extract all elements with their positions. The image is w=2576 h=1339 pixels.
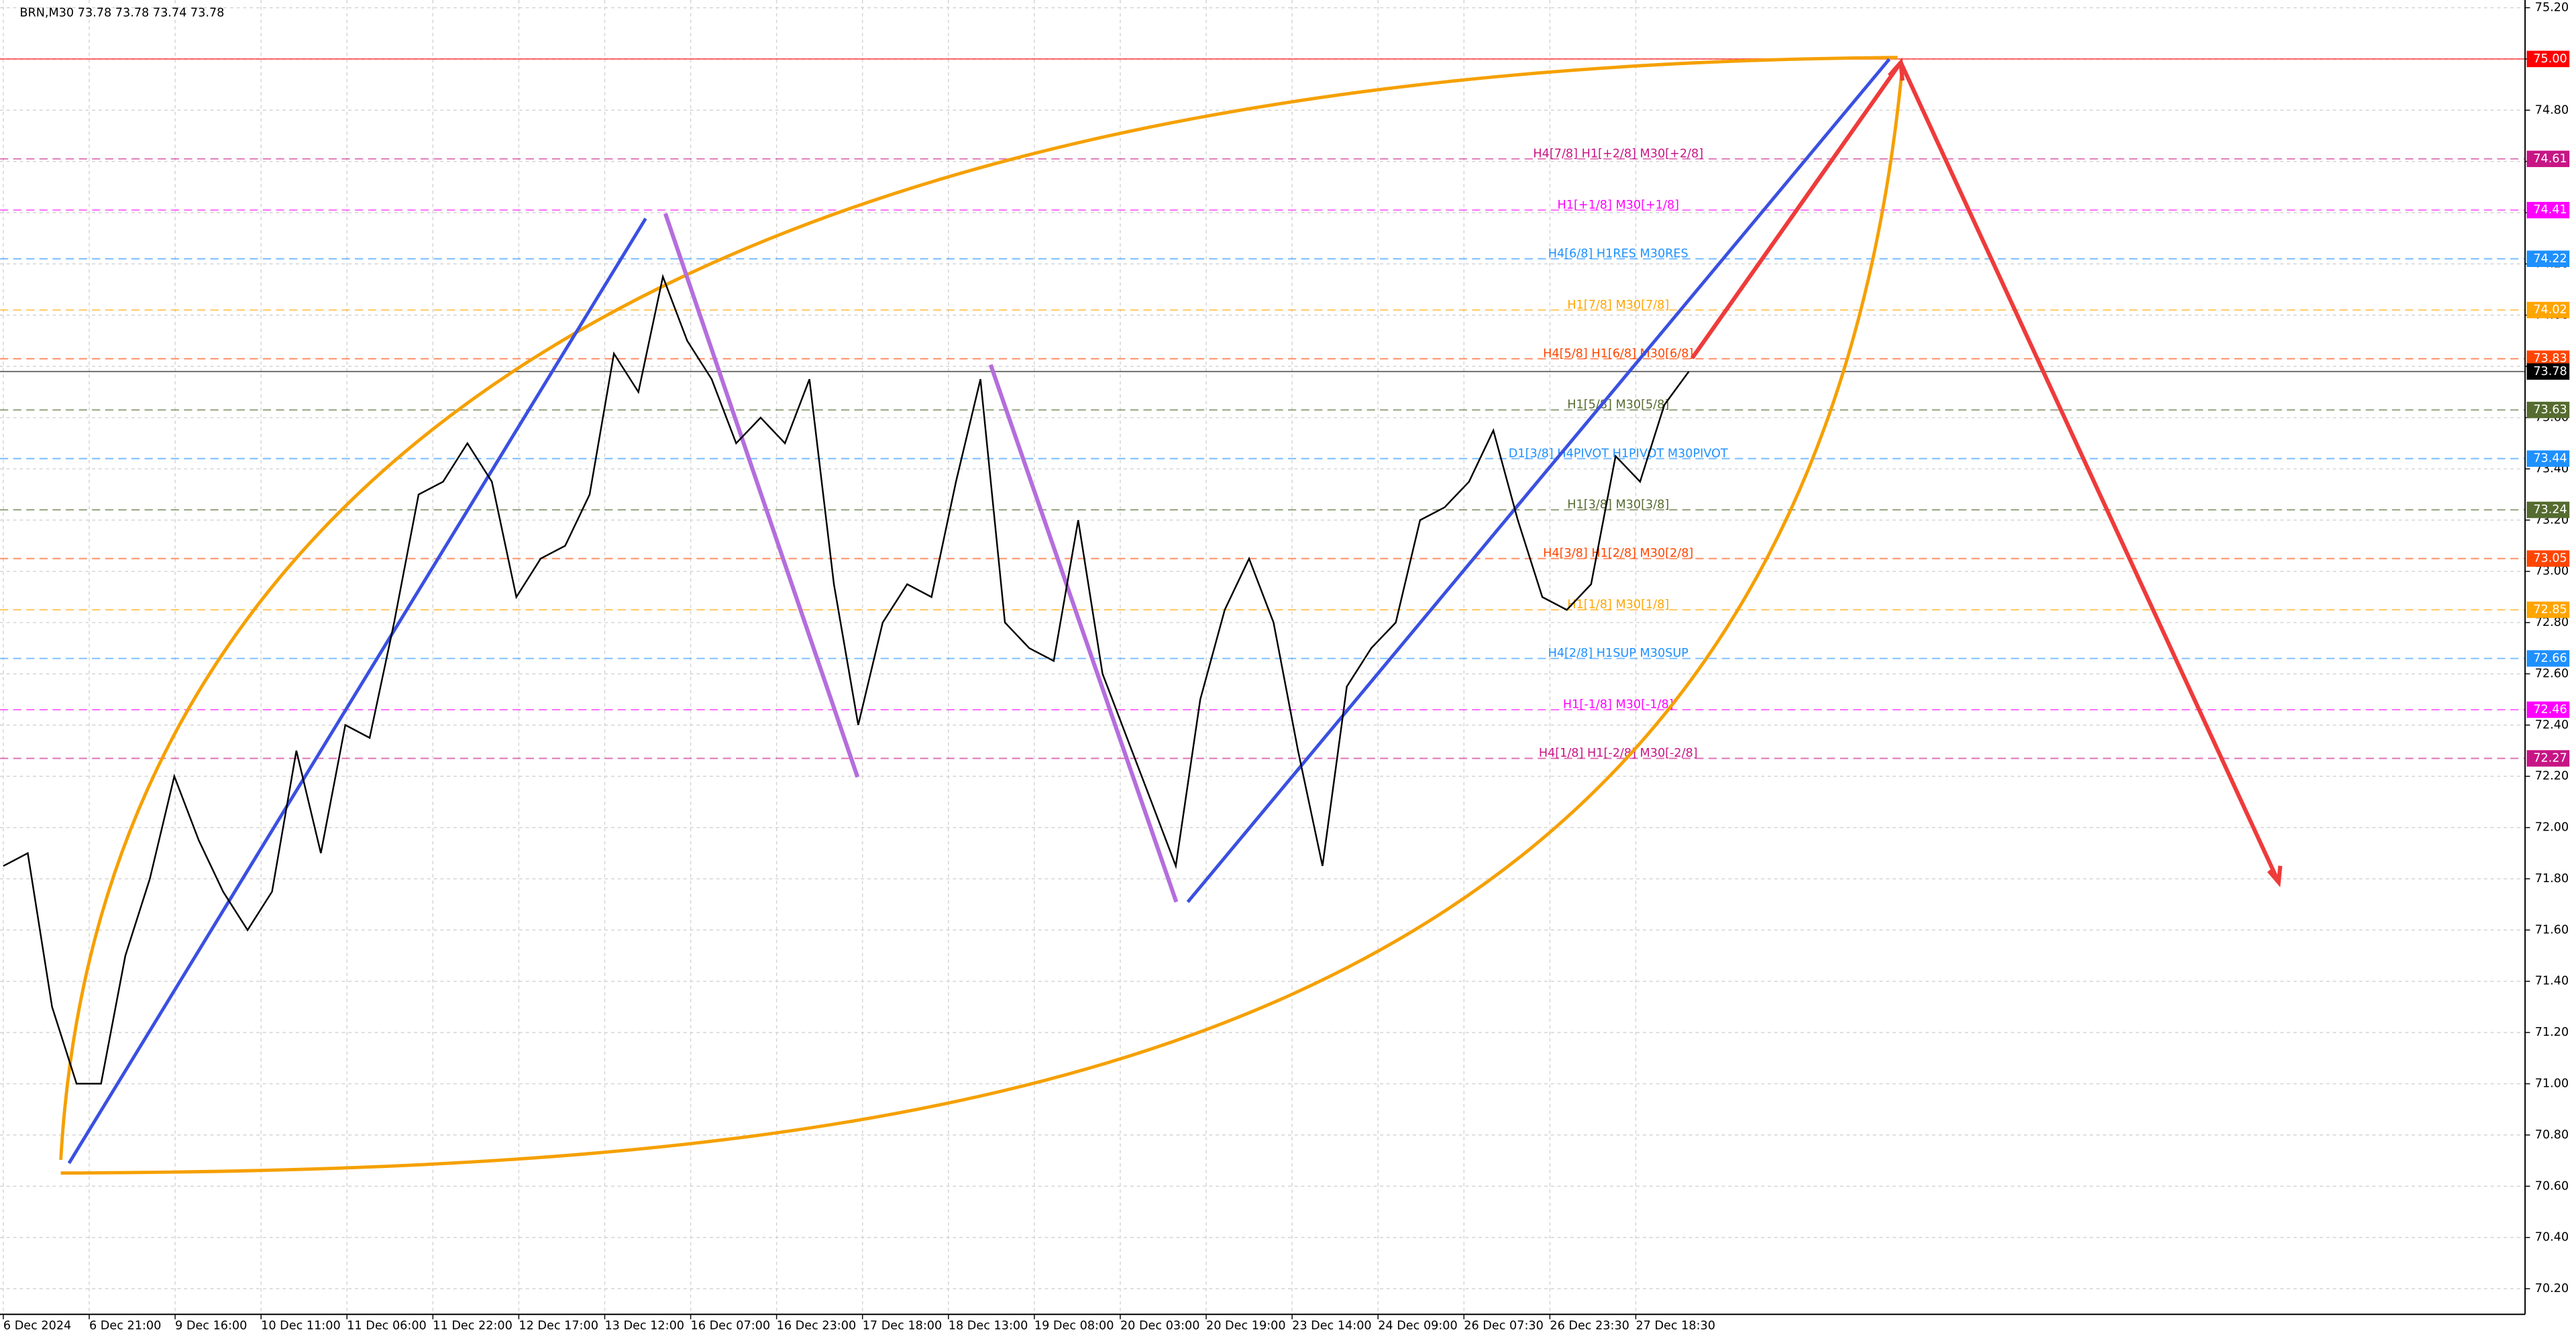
level-label: H1[+1/8] M30[+1/8]	[1558, 199, 1679, 212]
x-tick-label: 26 Dec 07:30	[1464, 1319, 1544, 1332]
price-box-label: 72.46	[2533, 703, 2567, 716]
y-tick-label: 70.80	[2535, 1128, 2569, 1142]
price-box	[2526, 501, 2570, 519]
price-box	[2526, 301, 2570, 319]
x-tick-label: 10 Dec 11:00	[261, 1319, 341, 1332]
y-tick-label: 74.80	[2535, 103, 2569, 117]
x-tick-label: 12 Dec 17:00	[519, 1319, 598, 1332]
price-box	[2526, 550, 2570, 567]
chart-title: BRN,M30 73.78 73.78 73.74 73.78	[19, 7, 224, 20]
price-box	[2526, 450, 2570, 467]
y-tick-label: 70.40	[2535, 1231, 2569, 1244]
y-tick-label: 72.40	[2535, 718, 2569, 732]
x-tick-label: 16 Dec 23:00	[777, 1319, 857, 1332]
x-tick-label: 18 Dec 13:00	[949, 1319, 1028, 1332]
trend-line	[67, 217, 647, 1165]
price-box-label: 73.78	[2533, 365, 2567, 378]
price-box	[2526, 50, 2570, 68]
x-tick-label: 27 Dec 18:30	[1635, 1319, 1715, 1332]
x-tick-label: 19 Dec 08:00	[1034, 1319, 1114, 1332]
price-box	[2526, 363, 2570, 380]
arrow	[1898, 61, 2281, 883]
y-tick-label: 71.40	[2535, 975, 2569, 988]
price-box	[2526, 201, 2570, 219]
annotations	[59, 56, 2283, 1175]
x-tick-label: 26 Dec 23:30	[1550, 1319, 1629, 1332]
price-box-label: 72.27	[2533, 751, 2567, 765]
level-label: H1[5/8] M30[5/8]	[1567, 398, 1669, 412]
x-tick-label: 16 Dec 07:00	[691, 1319, 771, 1332]
level-label: H4[3/8] H1[2/8] M30[2/8]	[1543, 547, 1693, 560]
y-tick-label: 72.80	[2535, 616, 2569, 629]
x-tick-label: 6 Dec 21:00	[89, 1319, 161, 1332]
level-label: H4[1/8] H1[-2/8] M30[-2/8]	[1539, 747, 1698, 760]
x-tick-label: 20 Dec 03:00	[1120, 1319, 1200, 1332]
x-tick-label: 6 Dec 2024	[3, 1319, 71, 1332]
x-tick-label: 24 Dec 09:00	[1378, 1319, 1458, 1332]
y-tick-label: 75.20	[2535, 1, 2569, 14]
price-box-label: 73.05	[2533, 552, 2567, 566]
level-label: H4[5/8] H1[6/8] M30[6/8]	[1543, 347, 1693, 360]
price-box	[2526, 150, 2570, 168]
level-label: H4[2/8] H1SUP M30SUP	[1548, 647, 1689, 660]
y-tick-label: 71.00	[2535, 1077, 2569, 1091]
level-label: H4[6/8] H1RES M30RES	[1548, 247, 1688, 260]
trend-line	[988, 364, 1179, 903]
x-tick-label: 13 Dec 12:00	[604, 1319, 684, 1332]
price-box-label: 73.24	[2533, 503, 2567, 517]
x-tick-label: 11 Dec 22:00	[433, 1319, 513, 1332]
x-tick-label: 11 Dec 06:00	[347, 1319, 427, 1332]
price-box-label: 72.85	[2533, 603, 2567, 617]
plot	[3, 274, 1690, 1085]
level-label: H1[1/8] M30[1/8]	[1567, 598, 1669, 612]
price-box-label: 75.00	[2533, 52, 2567, 66]
x-tick-label: 23 Dec 14:00	[1292, 1319, 1372, 1332]
level-label: H1[3/8] M30[3/8]	[1567, 498, 1669, 512]
y-tick-label: 71.20	[2535, 1026, 2569, 1039]
y-tick-label: 73.00	[2535, 565, 2569, 578]
levels: H4[7/8] H1[+2/8] M30[+2/8] H1[+1/8] M30[+…	[0, 58, 2526, 760]
trend-line	[1186, 58, 1891, 904]
price-box-label: 73.63	[2533, 403, 2567, 417]
x-tick-label: 17 Dec 18:00	[863, 1319, 943, 1332]
y-tick-label: 70.20	[2535, 1282, 2569, 1295]
price-box	[2526, 401, 2570, 419]
y-tick-label: 72.20	[2535, 769, 2569, 783]
level-label: H1[7/8] M30[7/8]	[1567, 299, 1669, 312]
orange-arc	[59, 56, 1898, 1161]
level-label: H1[-1/8] M30[-1/8]	[1563, 698, 1674, 712]
level-label: H4[7/8] H1[+2/8] M30[+2/8]	[1533, 147, 1703, 160]
arrow	[1690, 61, 1902, 360]
price-line	[3, 274, 1690, 1085]
arrow-head	[2267, 865, 2283, 888]
price-box-label: 73.44	[2533, 452, 2567, 466]
price-box	[2526, 650, 2570, 667]
price-box-label: 74.22	[2533, 252, 2567, 266]
y-tick-label: 71.60	[2535, 923, 2569, 936]
arrow-head	[1888, 57, 1904, 81]
x-tick-label: 9 Dec 16:00	[175, 1319, 247, 1332]
price-box-label: 74.02	[2533, 303, 2567, 317]
price-box-label: 74.61	[2533, 152, 2567, 166]
price-box-label: 73.83	[2533, 352, 2567, 366]
y-tick-label: 71.80	[2535, 872, 2569, 886]
y-tick-label: 72.00	[2535, 821, 2569, 835]
price-box	[2526, 701, 2570, 718]
price-box-label: 72.66	[2533, 652, 2567, 665]
price-box	[2526, 750, 2570, 767]
price-box	[2526, 250, 2570, 268]
price-box-label: 74.41	[2533, 203, 2567, 217]
price-box	[2526, 601, 2570, 619]
y-tick-label: 70.60	[2535, 1179, 2569, 1193]
x-tick-label: 20 Dec 19:00	[1206, 1319, 1286, 1332]
orange-arc	[60, 65, 1904, 1175]
trend-line	[663, 213, 860, 778]
y-tick-label: 72.60	[2535, 667, 2569, 680]
